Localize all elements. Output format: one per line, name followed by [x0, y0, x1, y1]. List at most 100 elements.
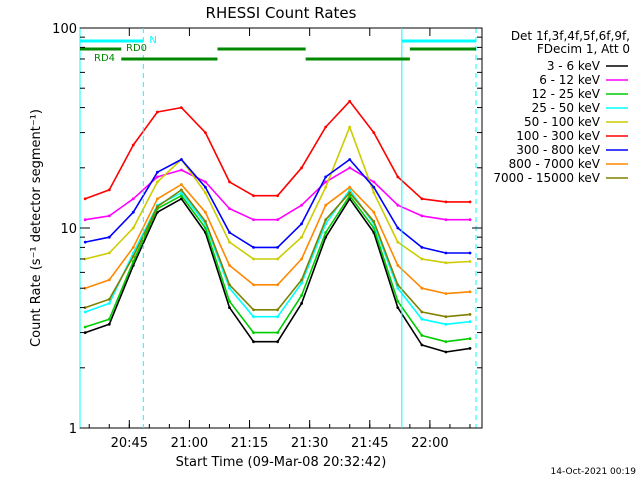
data-point-6-13 [396, 226, 400, 230]
data-point-1-7 [252, 218, 255, 222]
data-point-5-3 [156, 110, 159, 114]
data-point-0-16 [468, 347, 472, 350]
data-point-7-16 [468, 290, 472, 294]
data-point-8-9 [300, 278, 303, 282]
data-point-3-6 [228, 286, 231, 290]
legend-label-2: 12 - 25 keV [532, 87, 601, 101]
data-point-7-13 [396, 264, 400, 267]
data-point-4-6 [228, 240, 231, 244]
data-point-5-0 [83, 197, 87, 201]
data-point-8-7 [252, 308, 255, 312]
legend-label-7: 800 - 7000 keV [509, 157, 601, 171]
x-tick-label-4: 21:45 [351, 436, 388, 451]
data-point-7-11 [348, 185, 352, 189]
data-point-2-10 [324, 231, 328, 234]
data-point-3-16 [468, 320, 472, 324]
data-point-1-9 [300, 203, 303, 207]
data-point-3-8 [276, 315, 279, 319]
data-point-2-1 [107, 317, 111, 321]
data-point-7-2 [131, 246, 135, 249]
data-point-8-0 [83, 306, 87, 309]
data-point-0-6 [228, 306, 231, 309]
data-point-6-11 [348, 158, 352, 161]
data-point-8-3 [156, 205, 159, 209]
data-point-2-11 [348, 194, 352, 198]
data-point-7-9 [300, 257, 303, 261]
data-point-4-16 [468, 260, 472, 263]
data-point-4-15 [444, 261, 448, 265]
data-point-2-7 [252, 331, 255, 334]
data-point-4-1 [107, 251, 111, 255]
legend-label-1: 6 - 12 keV [539, 73, 601, 87]
data-point-1-2 [131, 197, 135, 201]
data-point-0-7 [252, 340, 255, 344]
data-point-7-12 [372, 210, 376, 214]
data-point-6-16 [468, 251, 472, 255]
data-point-1-14 [420, 214, 424, 218]
data-point-8-13 [396, 283, 400, 287]
legend-label-4: 50 - 100 keV [524, 115, 601, 129]
x-axis-label: Start Time (09-Mar-08 20:32:42) [176, 455, 387, 470]
data-point-1-4 [180, 168, 183, 172]
data-point-2-0 [83, 325, 87, 329]
data-point-8-8 [276, 308, 279, 312]
data-point-4-8 [276, 257, 279, 261]
data-point-4-7 [252, 257, 255, 261]
data-point-2-15 [444, 340, 448, 344]
data-point-5-8 [276, 194, 279, 198]
data-point-1-12 [372, 180, 376, 184]
data-point-0-14 [420, 343, 424, 347]
data-point-5-7 [252, 194, 255, 198]
data-point-1-6 [228, 207, 231, 211]
flag-label-n: N [149, 35, 156, 46]
data-point-2-6 [228, 299, 231, 303]
data-point-4-12 [372, 191, 376, 195]
data-point-7-4 [180, 183, 183, 186]
data-point-5-10 [324, 125, 328, 129]
legend-label-8: 7000 - 15000 keV [493, 171, 600, 185]
chart-title: RHESSI Count Rates [206, 4, 357, 22]
data-point-2-16 [468, 337, 472, 340]
data-point-6-14 [420, 246, 424, 249]
data-point-0-8 [276, 340, 279, 344]
x-tick-label-5: 22:00 [411, 436, 448, 451]
data-point-1-0 [83, 218, 87, 222]
data-point-7-14 [420, 286, 424, 290]
legend-label-6: 300 - 800 keV [516, 143, 600, 157]
data-point-6-0 [83, 240, 87, 244]
data-point-1-1 [107, 214, 111, 218]
legend-header-line-2: FDecim 1, Att 0 [537, 42, 630, 56]
data-point-8-2 [131, 255, 135, 258]
data-point-7-3 [156, 197, 159, 201]
data-point-1-3 [156, 175, 159, 179]
data-point-8-16 [468, 313, 472, 316]
data-point-8-15 [444, 315, 448, 319]
y-tick-label-1: 10 [60, 222, 77, 237]
data-point-6-4 [180, 158, 183, 161]
data-point-4-0 [83, 257, 87, 261]
data-point-7-0 [83, 286, 87, 290]
data-point-8-10 [324, 218, 328, 222]
data-point-1-16 [468, 218, 472, 222]
data-point-8-5 [204, 219, 207, 223]
data-point-4-13 [396, 240, 400, 244]
data-point-5-16 [468, 200, 472, 204]
data-point-3-14 [420, 317, 424, 321]
data-point-7-15 [444, 292, 448, 295]
timestamp: 14-Oct-2021 00:19 [551, 467, 637, 477]
data-point-2-9 [300, 294, 303, 297]
data-point-7-5 [204, 210, 207, 214]
data-point-0-15 [444, 350, 448, 354]
data-point-3-1 [107, 302, 111, 305]
data-point-0-0 [83, 331, 87, 334]
legend-label-3: 25 - 50 keV [532, 101, 601, 115]
data-point-8-12 [372, 219, 376, 223]
x-tick-label-0: 20:45 [111, 436, 148, 451]
data-point-6-9 [300, 222, 303, 226]
data-point-6-7 [252, 246, 255, 249]
data-point-6-1 [107, 235, 111, 239]
y-tick-label-2: 100 [52, 22, 77, 37]
data-point-3-0 [83, 310, 87, 314]
data-point-2-14 [420, 334, 424, 337]
